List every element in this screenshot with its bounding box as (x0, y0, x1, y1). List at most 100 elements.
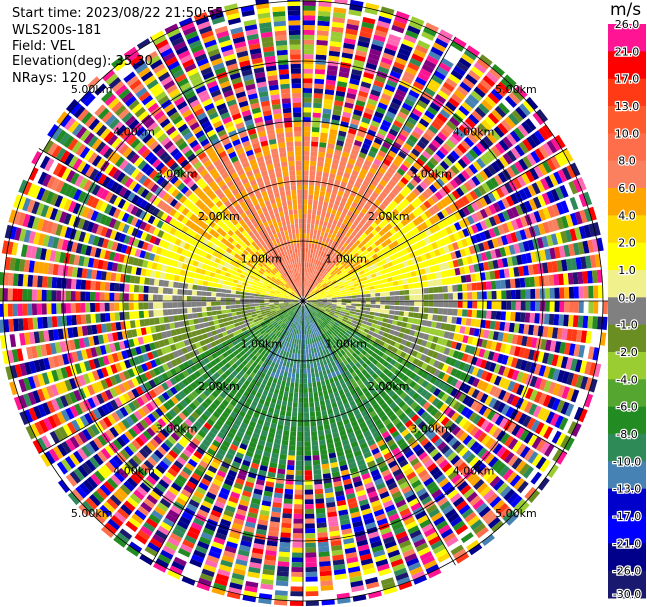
radar-gate (303, 0, 316, 6)
radar-gate (328, 275, 333, 280)
radar-gate (322, 297, 328, 299)
radar-gate (306, 293, 310, 298)
radar-gate (327, 267, 332, 273)
radar-gate (441, 254, 448, 263)
radar-gate (348, 9, 362, 17)
radar-gate (384, 291, 390, 296)
radar-gate (281, 400, 288, 407)
radar-gate (490, 88, 504, 101)
radar-gate (499, 247, 507, 257)
radar-gate (313, 102, 322, 109)
radar-gate (463, 136, 475, 148)
radar-gate (316, 171, 323, 177)
radar-gate (354, 239, 361, 246)
radar-gate (358, 281, 364, 286)
radar-gate (308, 283, 312, 289)
radar-gate (314, 483, 323, 490)
radar-gate (506, 290, 512, 300)
radar-gate (398, 311, 405, 316)
radar-gate (350, 73, 362, 81)
radar-gate (466, 45, 480, 57)
radar-gate (408, 20, 423, 31)
radar-gate (313, 258, 317, 265)
radar-gate (359, 287, 366, 292)
radar-gate (359, 261, 366, 267)
radar-gate (320, 251, 325, 257)
radar-gate (322, 236, 327, 243)
radar-gate (395, 154, 405, 163)
radar-gate (344, 256, 350, 262)
radar-gate (391, 65, 404, 75)
radar-gate (326, 74, 337, 81)
radar-gate (385, 272, 392, 278)
radar-gate (311, 273, 315, 279)
radar-gate (342, 262, 348, 268)
radar-gate (455, 187, 465, 197)
radar-gate (402, 248, 409, 255)
radar-gate (315, 239, 319, 245)
radar-gate (364, 310, 370, 315)
radar-gate (319, 245, 324, 252)
radar-gate (363, 249, 370, 255)
radar-gate (537, 127, 550, 141)
radar-gate (307, 297, 312, 300)
radar-gate (322, 269, 328, 275)
radar-gate (569, 228, 578, 242)
radar-gate (401, 38, 415, 48)
radar-gate (326, 207, 333, 214)
radar-gate (276, 570, 289, 577)
radar-gate (298, 339, 301, 345)
radar-gate (283, 425, 290, 431)
radar-gate (338, 185, 346, 193)
radar-gate (331, 252, 337, 258)
radar-gate (303, 136, 311, 142)
radar-gate (314, 493, 324, 500)
radar-gate (294, 382, 299, 388)
radar-gate (491, 109, 503, 121)
radar-gate (430, 139, 441, 149)
radar-gate (408, 134, 419, 144)
radar-gate (361, 142, 371, 151)
radar-gate (335, 232, 342, 238)
radar-gate (315, 54, 327, 61)
radar-gate (312, 387, 318, 393)
radar-gate (335, 195, 342, 202)
radar-gate (482, 261, 490, 271)
radar-gate (484, 206, 493, 217)
radar-gate (304, 291, 307, 297)
radar-gate (303, 291, 304, 297)
radar-gate (367, 278, 373, 283)
radar-gate (305, 276, 307, 282)
radar-gate (413, 48, 426, 59)
radar-gate (305, 566, 318, 573)
radar-gate (407, 203, 415, 212)
radar-gate (326, 187, 333, 194)
radar-gate (316, 283, 321, 288)
radar-gate (357, 278, 363, 283)
radar-gate (316, 294, 322, 297)
radar-gate (357, 258, 364, 264)
radar-gate (344, 214, 351, 221)
radar-gate (309, 353, 313, 359)
radar-gate (546, 190, 556, 204)
radar-gate (428, 287, 434, 294)
radar-gate (401, 273, 407, 279)
radar-gate (356, 249, 363, 255)
radar-gate (320, 585, 334, 591)
radar-gate (345, 293, 352, 297)
radar-gate (403, 173, 412, 182)
radar-gate (432, 153, 443, 163)
radar-gate (307, 339, 310, 345)
radar-gate (409, 178, 419, 187)
radar-gate (380, 248, 387, 255)
radar-gate (349, 123, 359, 131)
radar-gate (316, 35, 329, 41)
radar-gate (401, 102, 413, 112)
radar-gate (416, 171, 426, 181)
radar-gate (541, 235, 549, 248)
radar-gate (451, 190, 461, 200)
radar-gate (315, 282, 320, 287)
radar-gate (404, 295, 410, 301)
radar-gate (497, 122, 509, 135)
radar-gate (331, 188, 338, 195)
